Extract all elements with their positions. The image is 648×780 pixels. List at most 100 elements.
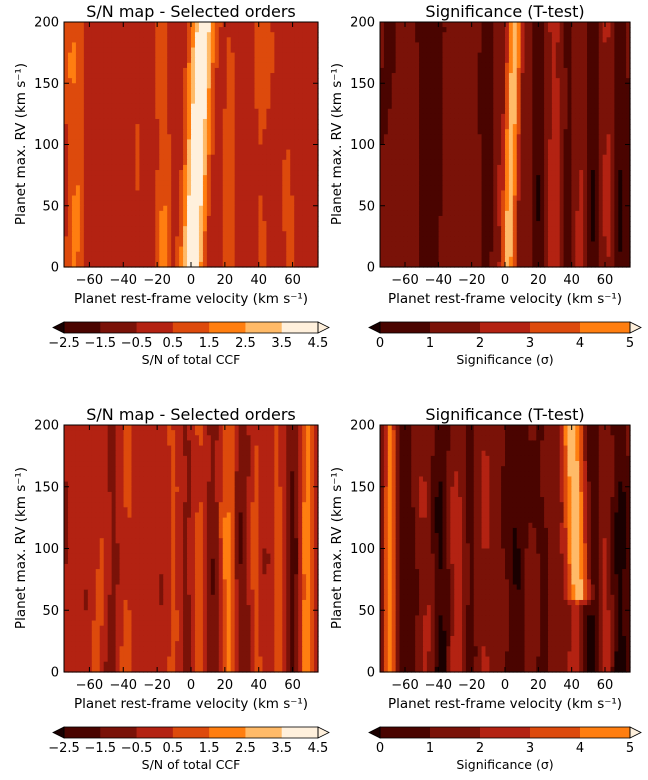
heatmap-cell [278, 257, 283, 263]
heatmap-cell [266, 150, 271, 156]
heatmap-cell [124, 124, 129, 130]
heatmap-cell [392, 22, 397, 28]
heatmap-cell [227, 73, 232, 79]
heatmap-cell [266, 129, 271, 135]
heatmap-cell [540, 83, 545, 89]
heatmap-cell [266, 252, 271, 258]
heatmap-cell [571, 104, 576, 110]
heatmap-cell [302, 58, 307, 64]
heatmap-cell [143, 160, 148, 166]
heatmap-cell [64, 53, 69, 59]
heatmap-cell [262, 63, 267, 69]
heatmap-cell [614, 139, 619, 145]
heatmap-cell [466, 88, 471, 94]
heatmap-cell [203, 88, 208, 94]
heatmap-cell [278, 211, 283, 217]
heatmap-cell [579, 27, 584, 33]
heatmap-cell [595, 37, 600, 43]
heatmap-cell [290, 37, 295, 43]
heatmap-cell [290, 196, 295, 202]
heatmap-cell [258, 216, 263, 222]
heatmap-cell [203, 180, 208, 186]
heatmap-cell [525, 160, 530, 166]
heatmap-cell [255, 257, 260, 263]
heatmap-cell [227, 196, 232, 202]
heatmap-cell [575, 73, 580, 79]
heatmap-cell [199, 185, 204, 191]
heatmap-cell [270, 201, 275, 207]
heatmap-cell [501, 58, 506, 64]
heatmap-cell [147, 99, 152, 105]
heatmap-cell [446, 58, 451, 64]
heatmap-cell [298, 48, 303, 54]
heatmap-cell [501, 104, 506, 110]
heatmap-cell [274, 216, 279, 222]
heatmap-cell [227, 185, 232, 191]
heatmap-cell [400, 160, 405, 166]
heatmap-cell [100, 241, 105, 247]
heatmap-cell [599, 42, 604, 48]
heatmap-cell [427, 68, 432, 74]
heatmap-cell [388, 165, 393, 171]
heatmap-cell [622, 165, 627, 171]
heatmap-cell [388, 124, 393, 130]
heatmap-cell [431, 129, 436, 135]
heatmap-cell [282, 124, 287, 130]
heatmap-cell [443, 73, 448, 79]
heatmap-cell [68, 226, 73, 232]
heatmap-cell [579, 88, 584, 94]
heatmap-cell [179, 196, 184, 202]
heatmap-cell [80, 175, 85, 181]
heatmap-cell [298, 78, 303, 84]
heatmap-cell [124, 180, 129, 186]
heatmap-cell [131, 211, 136, 217]
heatmap-cell [575, 139, 580, 145]
heatmap-cell [76, 48, 81, 54]
heatmap-cell [517, 42, 522, 48]
heatmap-cell [128, 73, 133, 79]
heatmap-cell [116, 37, 121, 43]
heatmap-cell [622, 53, 627, 59]
heatmap-cell [290, 88, 295, 94]
heatmap-cell [92, 22, 97, 28]
heatmap-cell [251, 211, 256, 217]
heatmap-cell [274, 150, 279, 156]
heatmap-cell [571, 93, 576, 99]
heatmap-cell [415, 165, 420, 171]
heatmap-cell [419, 104, 424, 110]
heatmap-cell [482, 83, 487, 89]
heatmap-cell [84, 252, 89, 258]
heatmap-cell [80, 170, 85, 176]
heatmap-cell [219, 139, 224, 145]
heatmap-cell [116, 68, 121, 74]
heatmap-cell [72, 175, 77, 181]
heatmap-cell [247, 180, 252, 186]
heatmap-cell [108, 150, 113, 156]
heatmap-cell [560, 124, 565, 130]
heatmap-cell [171, 160, 176, 166]
heatmap-cell [128, 170, 133, 176]
heatmap-cell [294, 211, 299, 217]
heatmap-cell [478, 42, 483, 48]
heatmap-cell [151, 165, 156, 171]
heatmap-cell [247, 53, 252, 59]
heatmap-cell [104, 27, 109, 33]
heatmap-cell [290, 32, 295, 38]
heatmap-cell [255, 119, 260, 125]
heatmap-cell [298, 165, 303, 171]
heatmap-cell [607, 53, 612, 59]
heatmap-cell [135, 32, 140, 38]
heatmap-cell [587, 58, 592, 64]
heatmap-cell [427, 160, 432, 166]
heatmap-cell [243, 257, 248, 263]
heatmap-cell [478, 22, 483, 28]
heatmap-cell [175, 185, 180, 191]
heatmap-cell [191, 145, 196, 151]
heatmap-cell [231, 165, 236, 171]
heatmap-cell [294, 42, 299, 48]
heatmap-cell [195, 236, 200, 242]
heatmap-cell [235, 216, 240, 222]
heatmap-cell [175, 196, 180, 202]
heatmap-cell [84, 145, 89, 151]
heatmap-cell [294, 63, 299, 69]
